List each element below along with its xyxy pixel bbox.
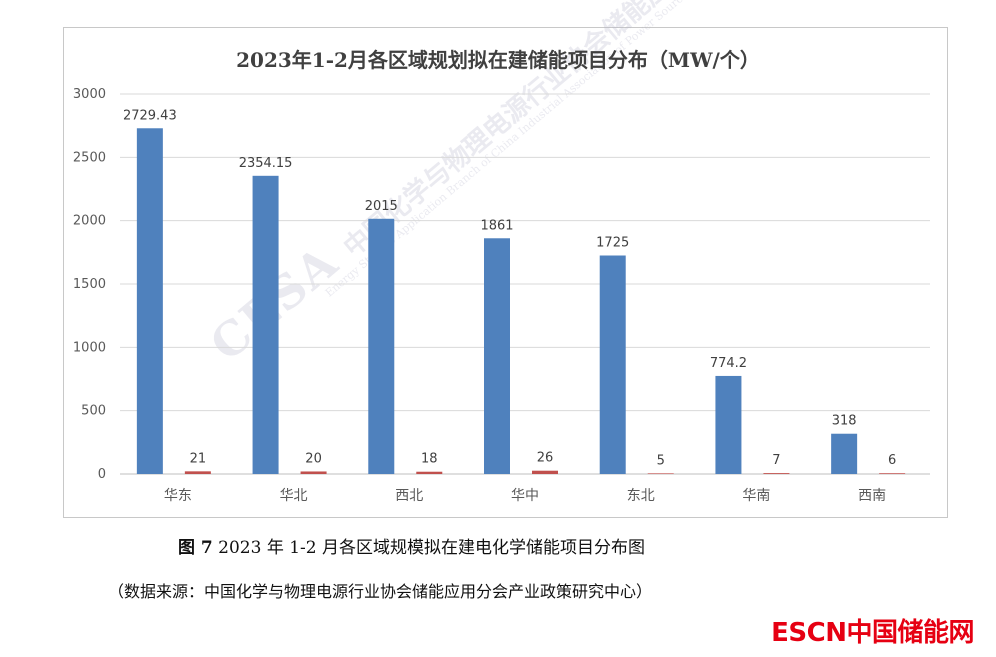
bar-series-2 xyxy=(879,473,906,474)
data-label-series-2: 18 xyxy=(421,452,438,467)
bar-series-1 xyxy=(136,128,163,474)
data-label-series-2: 20 xyxy=(305,451,322,466)
bar-series-2 xyxy=(300,471,327,474)
y-tick-label: 2500 xyxy=(73,150,106,165)
x-tick-label: 华南 xyxy=(742,488,770,504)
caption-text: 2023 年 1-2 月各区域规模拟在建电化学储能项目分布图 xyxy=(212,538,646,558)
y-tick-label: 0 xyxy=(98,467,106,482)
data-label-series-1: 2354.15 xyxy=(239,156,293,171)
data-label-series-1: 1725 xyxy=(596,236,629,251)
bar-series-1 xyxy=(484,238,510,474)
x-tick-label: 华东 xyxy=(164,488,192,504)
data-label-series-2: 21 xyxy=(190,451,207,466)
y-tick-label: 3000 xyxy=(73,87,106,102)
y-tick-label: 1500 xyxy=(73,277,106,292)
bar-series-2 xyxy=(647,473,674,474)
data-source: （数据来源：中国化学与物理电源行业协会储能应用分会产业政策研究中心） xyxy=(108,582,653,601)
x-tick-label: 西南 xyxy=(858,488,886,504)
bar-series-1 xyxy=(252,175,279,474)
data-label-series-2: 5 xyxy=(657,453,665,468)
y-tick-label: 500 xyxy=(81,404,106,419)
escn-logo[interactable]: ESCN中国储能网 xyxy=(771,612,974,649)
data-label-series-1: 2015 xyxy=(365,199,398,214)
data-label-series-2: 7 xyxy=(772,453,780,468)
y-tick-label: 2000 xyxy=(73,214,106,229)
logo-text-escn: ESCN xyxy=(771,618,847,648)
logo-text-cn: 中国储能网 xyxy=(846,618,974,648)
bar-series-1 xyxy=(831,433,858,474)
bar-series-2 xyxy=(532,470,558,474)
bar-chart: 0 500 1000 1500 2000 2500 3000 2729.43 21 华东 2354.… xyxy=(73,87,930,504)
bar-series-2 xyxy=(184,471,211,474)
bar-series-2 xyxy=(416,471,443,474)
x-tick-label: 东北 xyxy=(627,488,655,504)
caption-prefix: 图 7 xyxy=(178,538,213,558)
data-label-series-1: 318 xyxy=(832,414,857,429)
y-tick-label: 1000 xyxy=(73,340,106,355)
figure-caption: 图 7 2023 年 1-2 月各区域规模拟在建电化学储能项目分布图 xyxy=(178,533,645,558)
data-label-series-2: 6 xyxy=(888,453,896,468)
bar-series-1 xyxy=(715,375,742,474)
data-label-series-2: 26 xyxy=(537,451,554,466)
data-label-series-1: 2729.43 xyxy=(123,108,177,123)
x-tick-label: 华北 xyxy=(280,488,308,504)
bar-series-1 xyxy=(368,218,395,474)
data-label-series-1: 1861 xyxy=(480,218,513,233)
x-tick-label: 华中 xyxy=(511,488,539,504)
bar-series-2 xyxy=(763,473,790,474)
x-tick-label: 西北 xyxy=(395,488,423,504)
bar-series-1 xyxy=(599,255,626,474)
data-label-series-1: 774.2 xyxy=(710,356,747,371)
chart-title: 2023年1-2月各区域规划拟在建储能项目分布（MW/个） xyxy=(236,48,760,72)
